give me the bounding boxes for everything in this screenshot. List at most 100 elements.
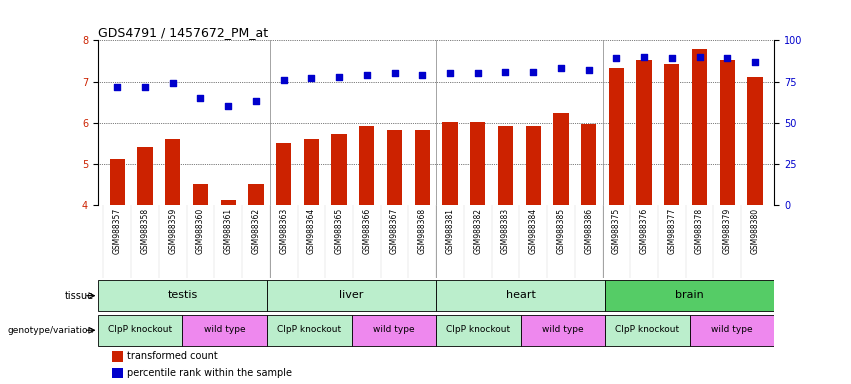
Text: GSM988365: GSM988365 <box>334 208 344 254</box>
Bar <box>605 315 690 346</box>
Text: GSM988377: GSM988377 <box>667 208 677 254</box>
Text: wild type: wild type <box>373 325 414 334</box>
Bar <box>605 280 774 311</box>
Text: GSM988361: GSM988361 <box>224 208 232 254</box>
Text: GSM988386: GSM988386 <box>584 208 593 254</box>
Bar <box>112 368 123 377</box>
Text: wild type: wild type <box>204 325 246 334</box>
Text: testis: testis <box>168 290 197 300</box>
Point <box>665 55 678 61</box>
Text: ClpP knockout: ClpP knockout <box>615 325 680 334</box>
Text: GSM988367: GSM988367 <box>390 208 399 254</box>
Text: GSM988359: GSM988359 <box>168 208 177 254</box>
Point <box>637 54 651 60</box>
Bar <box>747 77 762 205</box>
Text: ClpP knockout: ClpP knockout <box>447 325 511 334</box>
Point <box>471 70 484 76</box>
Point <box>415 72 429 78</box>
Bar <box>98 315 182 346</box>
Text: GSM988360: GSM988360 <box>196 208 205 254</box>
Text: transformed count: transformed count <box>128 351 218 361</box>
Text: GSM988366: GSM988366 <box>363 208 371 254</box>
Text: GSM988383: GSM988383 <box>501 208 510 254</box>
Point <box>166 80 180 86</box>
Bar <box>664 64 679 205</box>
Bar <box>359 126 374 205</box>
Point <box>443 70 457 76</box>
Text: GSM988385: GSM988385 <box>557 208 565 254</box>
Text: wild type: wild type <box>711 325 753 334</box>
Bar <box>608 68 624 205</box>
Bar <box>98 280 267 311</box>
Point <box>194 95 208 101</box>
Bar <box>137 147 152 205</box>
Bar <box>193 184 208 205</box>
Point <box>111 83 124 89</box>
Bar <box>720 60 735 205</box>
Point <box>360 72 374 78</box>
Text: GSM988379: GSM988379 <box>722 208 732 254</box>
Text: GSM988357: GSM988357 <box>113 208 122 254</box>
Bar <box>690 315 774 346</box>
Bar <box>220 200 236 205</box>
Point <box>527 69 540 75</box>
Bar <box>637 60 652 205</box>
Bar <box>470 122 485 205</box>
Bar <box>248 184 264 205</box>
Bar <box>521 315 605 346</box>
Text: liver: liver <box>340 290 363 300</box>
Bar <box>276 143 291 205</box>
Point <box>221 103 235 109</box>
Point <box>582 67 596 73</box>
Bar <box>498 126 513 205</box>
Text: brain: brain <box>676 290 705 300</box>
Bar <box>581 124 597 205</box>
Text: GSM988363: GSM988363 <box>279 208 288 254</box>
Text: GSM988362: GSM988362 <box>251 208 260 254</box>
Bar <box>267 315 351 346</box>
Text: percentile rank within the sample: percentile rank within the sample <box>128 367 293 377</box>
Point <box>332 74 346 80</box>
Text: heart: heart <box>505 290 535 300</box>
Bar <box>553 113 568 205</box>
Text: ClpP knockout: ClpP knockout <box>108 325 172 334</box>
Bar <box>526 126 540 205</box>
Bar <box>110 159 125 205</box>
Point <box>499 69 512 75</box>
Text: GSM988375: GSM988375 <box>612 208 621 254</box>
Bar <box>267 280 437 311</box>
Point <box>693 54 706 60</box>
Point <box>277 77 290 83</box>
Text: GSM988380: GSM988380 <box>751 208 759 254</box>
Bar <box>304 139 319 205</box>
Point <box>554 65 568 71</box>
Point <box>138 83 151 89</box>
Bar <box>387 130 403 205</box>
Text: genotype/variation: genotype/variation <box>8 326 94 335</box>
Text: GSM988376: GSM988376 <box>640 208 648 254</box>
Text: GSM988378: GSM988378 <box>695 208 704 254</box>
Point <box>609 55 623 61</box>
Text: wild type: wild type <box>542 325 584 334</box>
Bar <box>437 315 521 346</box>
Bar <box>692 50 707 205</box>
Text: GSM988358: GSM988358 <box>140 208 150 254</box>
Text: GDS4791 / 1457672_PM_at: GDS4791 / 1457672_PM_at <box>98 26 268 39</box>
Point <box>748 59 762 65</box>
Text: GSM988384: GSM988384 <box>528 208 538 254</box>
Text: tissue: tissue <box>65 291 94 301</box>
Bar <box>437 280 605 311</box>
Bar <box>182 315 267 346</box>
Point <box>388 70 402 76</box>
Bar <box>414 130 430 205</box>
Bar <box>332 134 346 205</box>
Text: GSM988382: GSM988382 <box>473 208 483 253</box>
Bar <box>165 139 180 205</box>
Text: GSM988368: GSM988368 <box>418 208 426 254</box>
Text: GSM988381: GSM988381 <box>446 208 454 253</box>
Point <box>249 98 263 104</box>
Bar <box>351 315 437 346</box>
Point <box>305 75 318 81</box>
Bar <box>443 122 458 205</box>
Text: ClpP knockout: ClpP knockout <box>277 325 341 334</box>
